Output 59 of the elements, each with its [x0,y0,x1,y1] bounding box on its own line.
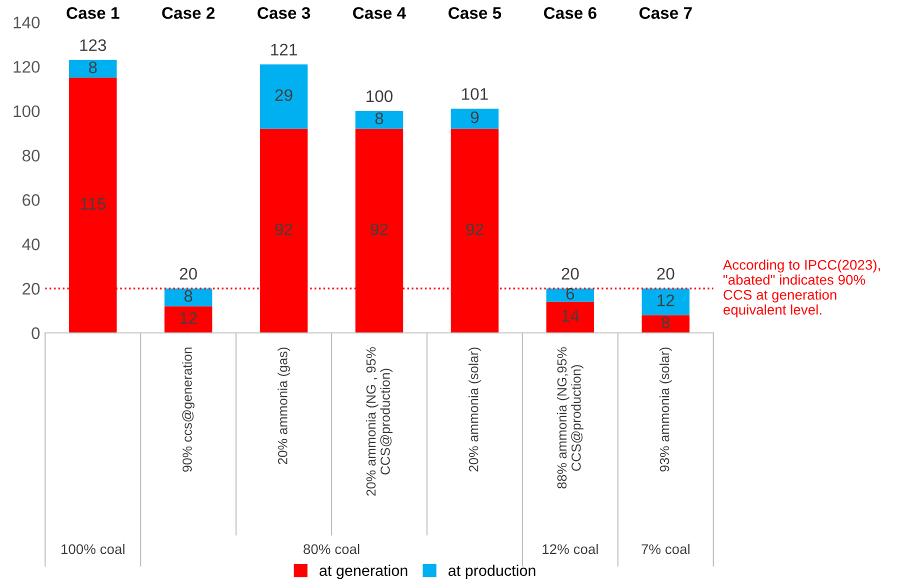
bar [642,315,690,333]
total-label: 20 [562,268,579,280]
y-tick-label: 140 [14,16,40,28]
data-label: 8 [375,112,384,124]
x-tick-label: 93% ammonia (solar) [659,348,672,472]
y-tick-label: 80 [22,150,40,162]
data-label: 92 [466,223,484,236]
text: Case 6 [544,7,596,19]
total-label: 20 [180,268,197,280]
data-label: 14 [562,310,579,322]
data-label: 6 [566,288,574,300]
bar [546,302,594,333]
x-tick-label: 90% ccs@generation [182,348,194,472]
total-label: 123 [80,39,106,52]
x-tick-label: 20% ammonia (NG , 95% CCS@production) [366,347,393,496]
y-tick-label: 20 [22,282,40,295]
y-tick-label: 40 [22,238,40,250]
total-label: 121 [271,44,297,56]
y-tick-label: 100 [14,105,40,118]
total-label: 101 [462,88,488,100]
bar [164,306,212,333]
bar [69,60,117,78]
data-label: 8 [662,316,670,328]
x-tick-label: 88% ammonia (NG,95% CCS@production) [556,347,584,488]
text: 7% coal [642,544,690,554]
text: Case 4 [353,7,406,19]
text: 12% coal [542,544,598,554]
y-tick-label: 60 [22,194,40,206]
data-label: 115 [80,198,106,210]
text: Case 1 [66,7,120,19]
bar [164,288,212,306]
data-label: 8 [88,61,97,74]
ref-line-label: According to IPCC(2023), "abated" indicates 90% CCS at generation equivalent level. [722,260,880,318]
bar [450,108,499,129]
total-label: 20 [657,268,674,280]
text: 80% coal [304,544,360,554]
total-label: 100 [366,90,393,102]
text: Case 7 [639,7,692,19]
bar [546,288,594,302]
data-label: 8 [184,290,192,302]
bar [260,64,308,129]
data-label: 29 [275,89,292,102]
y-tick-label: 120 [14,60,40,73]
data-label: 9 [470,111,479,124]
data-label: 92 [275,223,292,236]
x-tick-label: 20% ammonia (solar) [468,348,481,472]
y-tick-label: 0 [32,327,40,340]
text: Case 5 [448,7,502,19]
text: 100% coal [62,544,124,554]
legend-label: at generation [320,564,408,580]
bar [642,288,690,316]
text: Case 2 [162,7,215,19]
text: Case 3 [258,7,310,19]
legend-label: at production [448,564,536,580]
data-label: 92 [370,223,388,236]
data-label: 12 [658,294,674,306]
bar [355,110,404,129]
data-label: 12 [180,312,197,324]
x-tick-label: 20% ammonia (gas) [278,348,290,464]
